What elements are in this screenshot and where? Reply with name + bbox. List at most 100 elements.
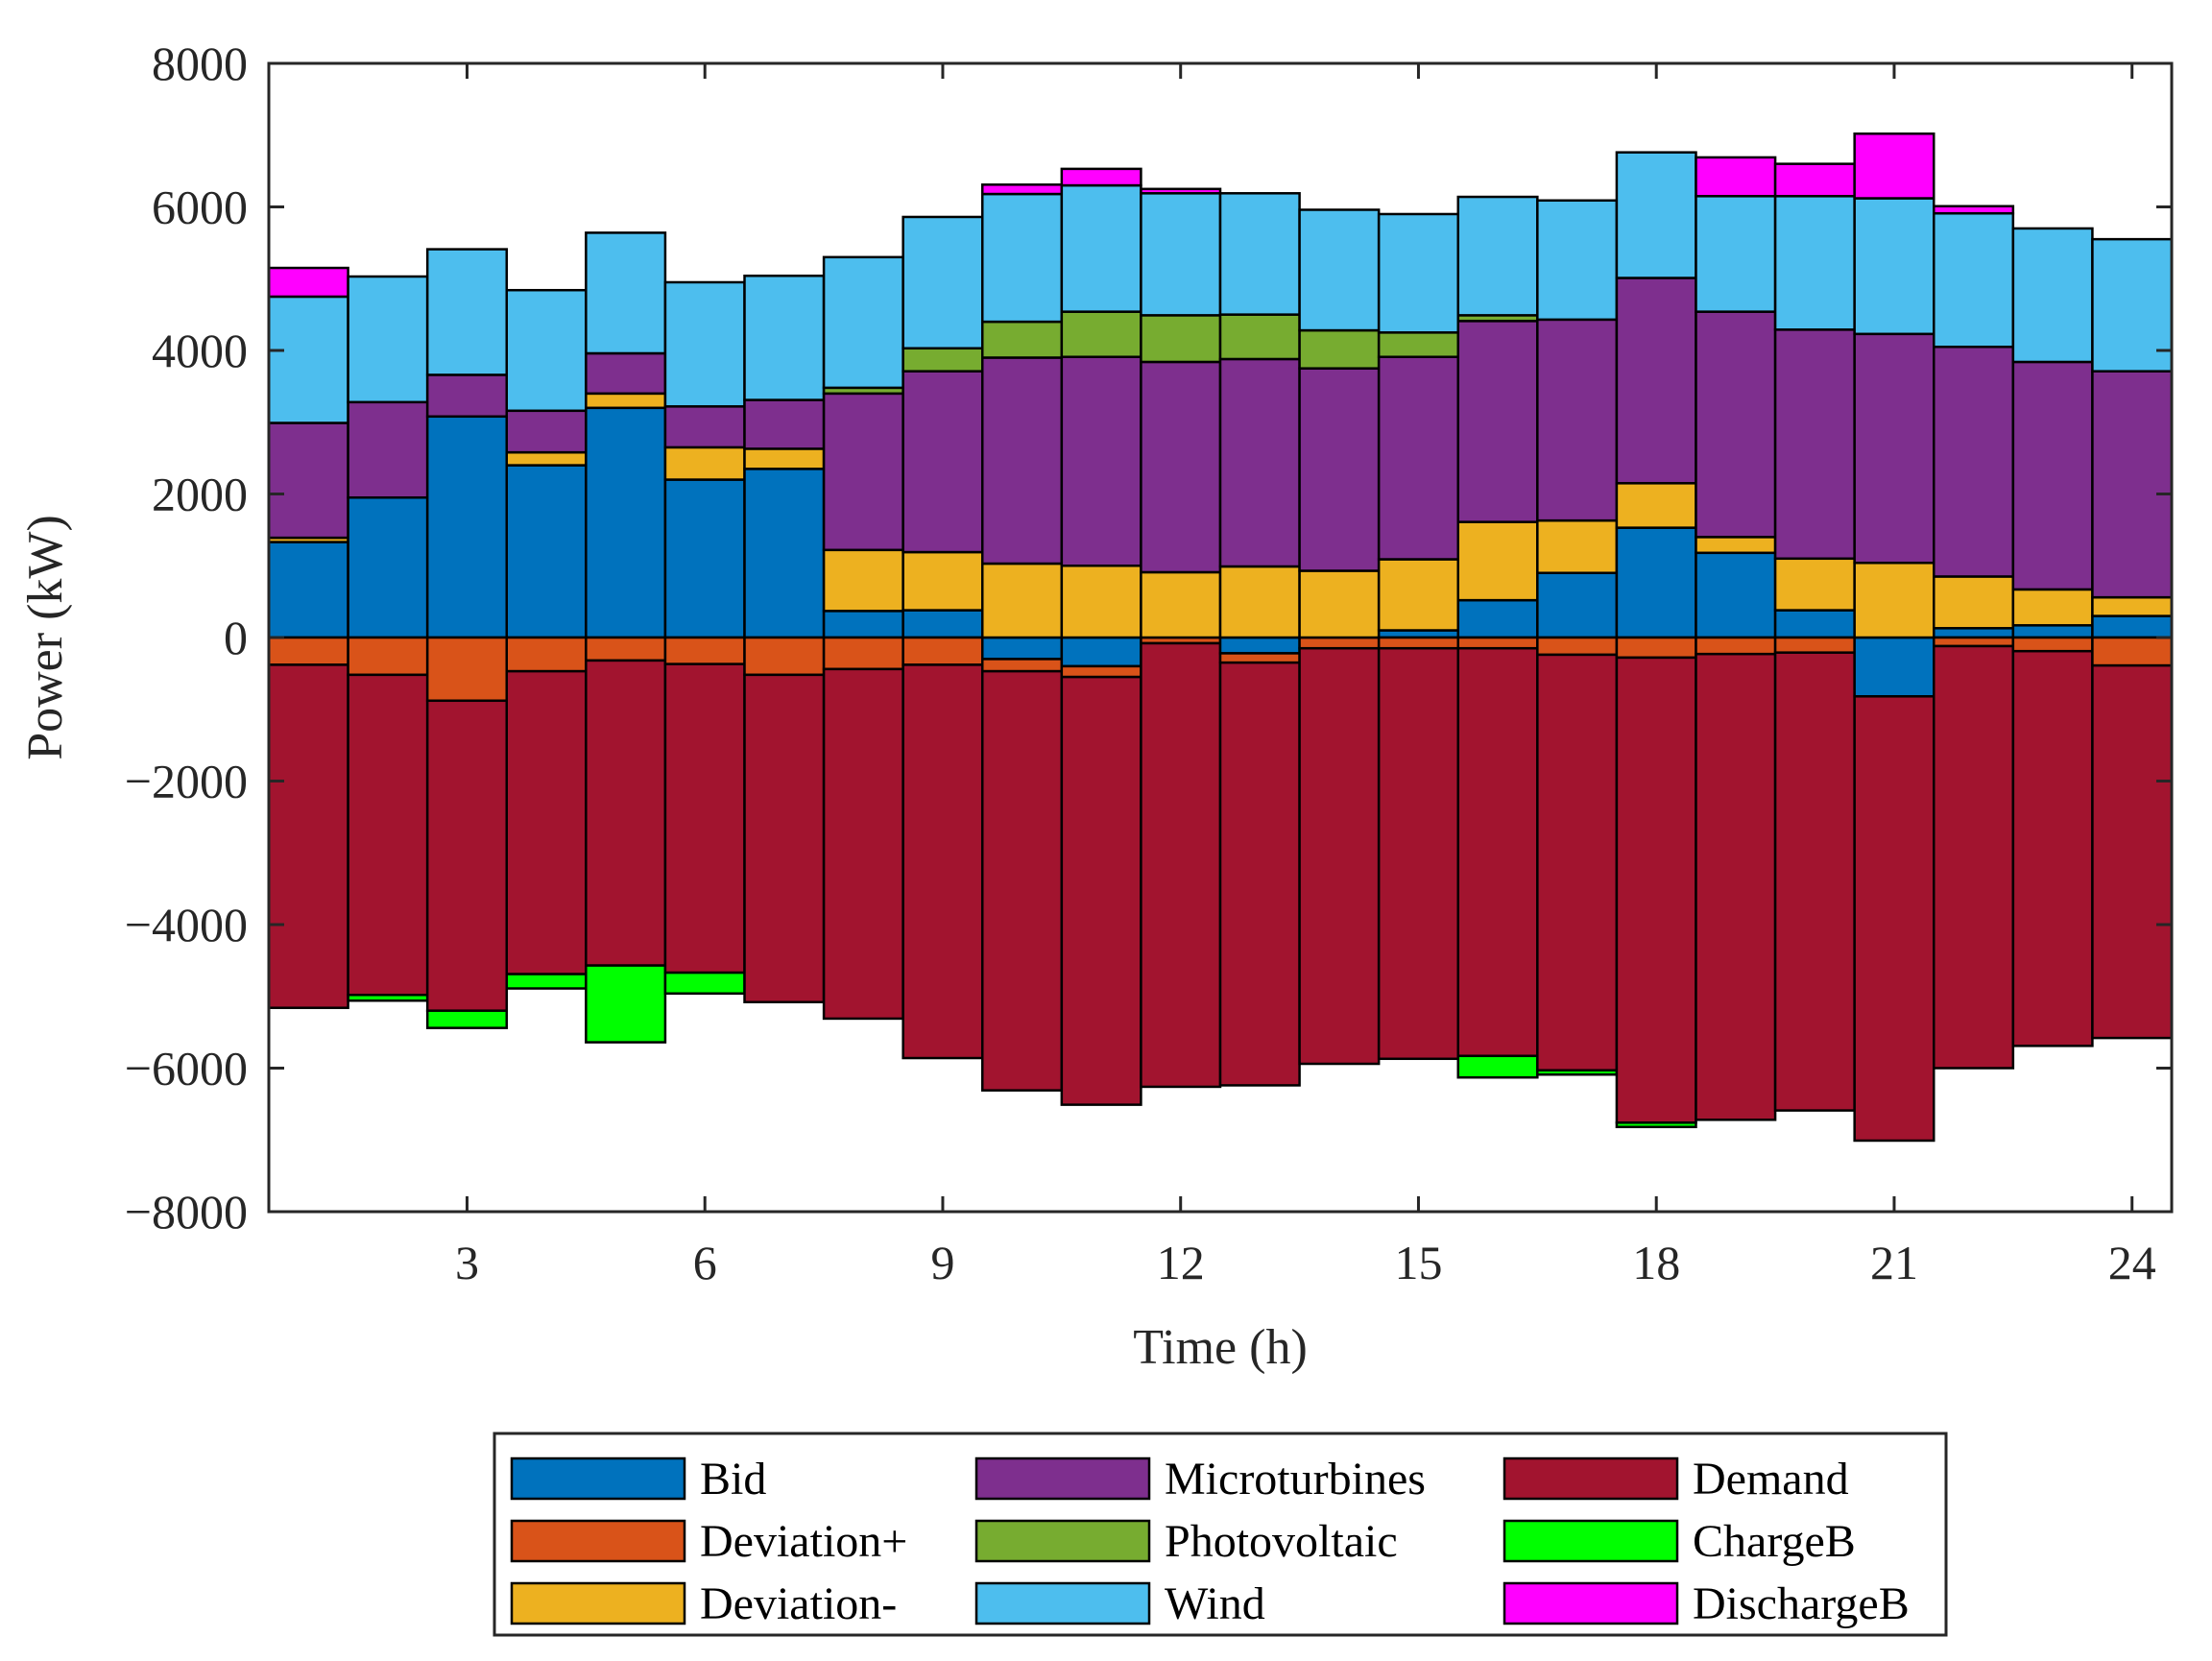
bar-deviation-plus-h6 <box>663 636 746 665</box>
bar-deviation-plus-h13 <box>1218 652 1301 664</box>
bar-deviation-minus-h17 <box>1536 518 1619 574</box>
bar-bid-h24 <box>2091 614 2174 639</box>
bar-demand-h13 <box>1218 661 1301 1087</box>
legend-label-demand: Demand <box>1693 1454 1849 1505</box>
x-tick-label: 24 <box>2108 1236 2156 1289</box>
y-tick-label: 2000 <box>152 468 248 521</box>
bar-demand-h24 <box>2091 663 2174 1040</box>
bar-demand-h19 <box>1695 652 1777 1121</box>
plot-frame <box>267 61 2174 1214</box>
bar-microturbines-h5 <box>585 351 667 396</box>
bar-bid-h11 <box>1060 636 1142 668</box>
bar-demand-h3 <box>425 699 508 1012</box>
y-tick-label: −2000 <box>125 755 248 808</box>
bar-bid-h7 <box>743 468 826 639</box>
bar-demand-h21 <box>1853 695 1936 1143</box>
bar-deviation-plus-h22 <box>1933 636 2015 648</box>
bar-microturbines-h4 <box>505 409 588 454</box>
bar-demand-h1 <box>267 663 349 1009</box>
bar-wind-h7 <box>743 275 826 401</box>
bar-deviation-plus-h5 <box>585 636 667 662</box>
bar-deviation-minus-h20 <box>1773 557 1856 612</box>
bar-deviation-plus-h8 <box>822 636 904 671</box>
legend-label-chargeb: ChargeB <box>1693 1516 1856 1567</box>
bar-photovoltaic-h10 <box>981 320 1064 359</box>
bar-demand-h11 <box>1060 675 1142 1106</box>
bar-microturbines-h19 <box>1695 310 1777 539</box>
x-tick-label: 12 <box>1157 1236 1205 1289</box>
bar-dischargeb-h19 <box>1695 156 1777 198</box>
legend-box <box>493 1432 1948 1637</box>
legend-swatch-deviation-minus <box>510 1581 686 1625</box>
bar-demand-h22 <box>1933 644 2015 1070</box>
bar-microturbines-h8 <box>822 392 904 552</box>
bar-deviation-plus-h23 <box>2011 636 2094 653</box>
bar-deviation-minus-h10 <box>981 562 1064 639</box>
bar-demand-h18 <box>1615 656 1697 1124</box>
bar-wind-h22 <box>1933 211 2015 349</box>
bar-deviation-minus-h11 <box>1060 565 1142 639</box>
legend-swatch-photovoltaic <box>974 1519 1151 1563</box>
bar-photovoltaic-h13 <box>1218 313 1301 361</box>
bar-microturbines-h22 <box>1933 346 2015 578</box>
bar-chargeb-h5 <box>585 964 667 1044</box>
bar-photovoltaic-h9 <box>902 347 984 373</box>
bar-wind-h4 <box>505 288 588 413</box>
bar-demand-h9 <box>902 663 984 1060</box>
x-ticks-group: 3 6 9 12 15 18 21 24 <box>455 63 2156 1289</box>
bar-deviation-minus-h23 <box>2011 588 2094 627</box>
legend-label-bid: Bid <box>700 1454 766 1505</box>
bar-wind-h6 <box>663 280 746 408</box>
y-tick-label: −4000 <box>125 898 248 951</box>
bar-dischargeb-h10 <box>981 183 1064 196</box>
bar-dischargeb-h21 <box>1853 132 1936 200</box>
bar-microturbines-h12 <box>1140 360 1222 574</box>
bar-photovoltaic-h12 <box>1140 314 1222 364</box>
bar-deviation-plus-h20 <box>1773 636 1856 654</box>
bar-bid-h21 <box>1853 636 1936 698</box>
legend-swatch-chargeb <box>1503 1519 1679 1563</box>
bar-deviation-minus-h19 <box>1695 536 1777 555</box>
bar-deviation-plus-h15 <box>1377 636 1459 650</box>
y-ticks-group: −8000 −6000 −4000 −2000 0 2000 4000 6000 8000 <box>125 36 2172 1239</box>
bar-microturbines-h3 <box>425 373 508 419</box>
y-tick-label: 4000 <box>152 324 248 377</box>
legend-label-deviation-plus: Deviation+ <box>700 1516 907 1567</box>
bar-wind-h12 <box>1140 192 1222 317</box>
bar-wind-h18 <box>1615 151 1697 279</box>
bar-wind-h21 <box>1853 197 1936 336</box>
legend-swatch-deviation-plus <box>510 1519 686 1563</box>
bar-wind-h13 <box>1218 192 1301 316</box>
bar-demand-h15 <box>1377 646 1459 1061</box>
bar-deviation-minus-h14 <box>1298 569 1381 639</box>
bar-microturbines-h24 <box>2091 370 2174 599</box>
bar-microturbines-h7 <box>743 398 826 450</box>
legend-swatch-bid <box>510 1456 686 1501</box>
legend-label-microturbines: Microturbines <box>1165 1454 1426 1505</box>
bar-deviation-minus-h21 <box>1853 562 1936 639</box>
bar-deviation-minus-h24 <box>2091 595 2174 617</box>
bar-dischargeb-h12 <box>1140 187 1222 195</box>
bar-deviation-minus-h12 <box>1140 570 1222 639</box>
bar-deviation-minus-h5 <box>585 392 667 410</box>
x-tick-label: 15 <box>1394 1236 1442 1289</box>
bar-dischargeb-h22 <box>1933 205 2015 215</box>
bar-deviation-plus-h18 <box>1615 636 1697 660</box>
bar-deviation-plus-h4 <box>505 636 588 673</box>
bar-microturbines-h13 <box>1218 357 1301 568</box>
bar-deviation-minus-h18 <box>1615 482 1697 529</box>
bar-bid-h18 <box>1615 526 1697 639</box>
legend: Bid Deviation+ Deviation- Microturbines Phot… <box>493 1432 1948 1637</box>
bar-demand-h2 <box>347 673 429 997</box>
bar-deviation-plus-h9 <box>902 636 984 666</box>
bar-bid-h3 <box>425 415 508 639</box>
bar-microturbines-h9 <box>902 370 984 554</box>
legend-swatch-microturbines <box>974 1456 1151 1501</box>
bar-wind-h1 <box>267 295 349 424</box>
bar-microturbines-h14 <box>1298 367 1381 572</box>
bar-deviation-plus-h10 <box>981 658 1064 673</box>
bar-photovoltaic-h14 <box>1298 328 1381 370</box>
bar-demand-h4 <box>505 669 588 975</box>
x-axis-label: Time (h) <box>1133 1320 1308 1375</box>
